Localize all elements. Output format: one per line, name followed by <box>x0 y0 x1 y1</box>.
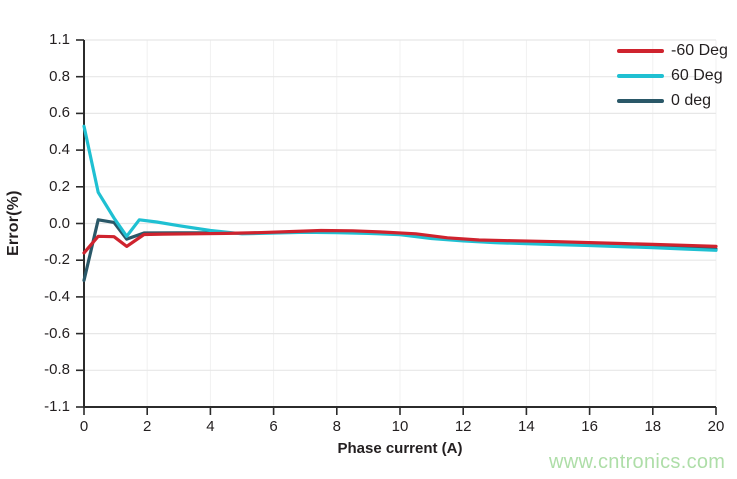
legend-line-swatch <box>617 98 664 103</box>
y-tick-label: 0.0 <box>49 214 70 232</box>
legend-label: 60 Deg <box>671 66 723 84</box>
legend-line-swatch <box>617 73 664 78</box>
y-tick-label: -0.6 <box>44 324 70 342</box>
y-tick-label: 1.1 <box>49 31 70 48</box>
legend-label: -60 Deg <box>671 41 728 59</box>
series-line--60-deg <box>82 228 718 255</box>
series-line-60-deg <box>82 124 718 252</box>
x-tick-label: 14 <box>518 418 535 435</box>
y-tick-label: 0.4 <box>49 141 70 159</box>
x-tick-label: 6 <box>269 418 278 435</box>
x-tick-label: 12 <box>454 418 472 435</box>
y-tick-label: -0.2 <box>44 251 70 269</box>
legend-item-60-deg: 60 Deg <box>617 63 728 88</box>
y-tick-label: -0.4 <box>44 287 70 305</box>
x-tick-label: 4 <box>206 418 215 435</box>
x-tick-label: 2 <box>143 418 152 435</box>
legend: -60 Deg 60 Deg 0 deg <box>617 38 728 113</box>
x-tick-label: 8 <box>332 418 341 435</box>
legend-item-0-deg: 0 deg <box>617 88 728 113</box>
x-tick-label: 20 <box>707 418 725 435</box>
x-tick-label: 0 <box>79 418 89 435</box>
x-tick-label: 10 <box>391 418 409 435</box>
y-tick-label: 0.6 <box>49 104 70 122</box>
legend-label: 0 deg <box>671 91 712 109</box>
x-tick-label: 16 <box>581 418 598 435</box>
y-tick-label: 0.2 <box>49 177 70 195</box>
x-axis-title: Phase current (A) <box>337 440 463 457</box>
watermark: www.cntronics.com <box>549 451 726 473</box>
y-tick-label: -0.8 <box>44 361 70 379</box>
y-tick-label: 0.8 <box>49 67 70 85</box>
legend-item--60-deg: -60 Deg <box>617 38 728 63</box>
legend-line-swatch <box>617 48 664 53</box>
x-tick-label: 18 <box>644 418 662 435</box>
y-tick-label: -1.1 <box>44 398 70 415</box>
